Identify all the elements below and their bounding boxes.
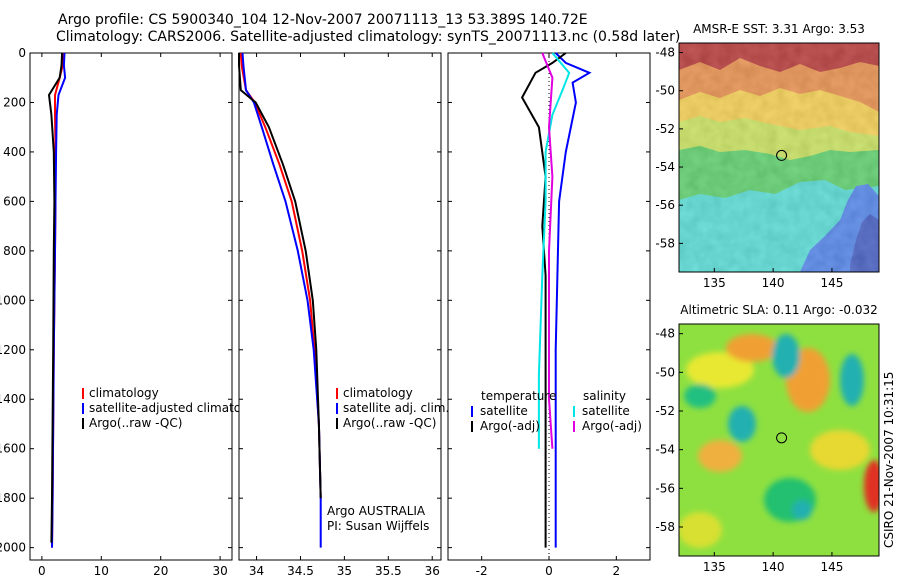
sst-map xyxy=(679,43,879,272)
temperature-y-tick-label: 1000 xyxy=(0,293,26,307)
altimetric-sla-x-tick-label: 135 xyxy=(703,560,726,574)
temperature-x-tick-label: 10 xyxy=(94,564,109,578)
sla-blob-yellow xyxy=(679,512,722,548)
figure-title-line-1: Argo profile: CS 5900340_104 12-Nov-2007… xyxy=(58,12,588,28)
difference-series-line xyxy=(520,52,567,548)
sla-blob-yellow xyxy=(810,430,870,470)
altimetric-sla-y-tick-label: -50 xyxy=(655,365,675,379)
sla-blob-teal xyxy=(792,500,812,520)
temperature-y-tick-label: 200 xyxy=(3,95,26,109)
temperature-y-tick-label: 1400 xyxy=(0,392,26,406)
amsre-sst-y-tick-label: -56 xyxy=(655,198,675,212)
temperature-y-tick-label: 600 xyxy=(3,194,26,208)
difference-series-line xyxy=(541,52,554,449)
altimetric-sla-y-tick-label: -48 xyxy=(655,327,675,341)
salinity-legend-entry: satellite adj. clim. xyxy=(343,401,449,415)
altimetric-sla-map-frame xyxy=(678,323,880,557)
amsre-sst-float-position-marker xyxy=(776,149,788,161)
sla-blob-teal xyxy=(772,334,800,378)
difference-x-tick-label: 2 xyxy=(613,564,621,578)
sla-blob-teal xyxy=(728,406,756,442)
sla-blob-green xyxy=(684,384,716,408)
amsre-sst-x-tick-label: 140 xyxy=(762,276,785,290)
difference-series-line xyxy=(537,52,571,449)
figure-title-line-2: Climatology: CARS2006. Satellite-adjuste… xyxy=(56,29,681,45)
altimetric-sla-x-tick-label: 145 xyxy=(820,560,843,574)
temperature-y-tick-label: 1200 xyxy=(0,343,26,357)
amsre-sst-x-tick-label: 135 xyxy=(703,276,726,290)
altimetric-sla-y-tick-label: -56 xyxy=(655,481,675,495)
salinity-x-tick-label: 35 xyxy=(337,564,352,578)
altimetric-sla-float-position-marker xyxy=(776,432,788,444)
temperature-plot-frame xyxy=(29,52,233,561)
amsre-sst-y-tick-label: -48 xyxy=(655,46,675,60)
owner-annotation: Argo AUSTRALIA xyxy=(327,504,426,518)
temperature-legend-entry: climatology xyxy=(89,386,159,400)
temperature-legend-entry: satellite-adjusted climatology xyxy=(89,401,267,415)
amsre-sst-y-tick-label: -58 xyxy=(655,236,675,250)
legend-title-salinity: salinity xyxy=(583,389,626,403)
altimetric-sla-x-tick-label: 140 xyxy=(762,560,785,574)
salinity-x-tick-label: 35.5 xyxy=(375,564,402,578)
difference-legend-entry: Argo(-adj) xyxy=(582,419,642,433)
amsre-sst-y-tick-label: -52 xyxy=(655,122,675,136)
temperature-x-tick-label: 20 xyxy=(153,564,168,578)
temperature-y-tick-label: 2000 xyxy=(0,541,26,555)
temperature-y-tick-label: 800 xyxy=(3,244,26,258)
temperature-y-tick-label: 400 xyxy=(3,145,26,159)
difference-series-line xyxy=(554,52,592,548)
difference-legend-entry: satellite xyxy=(480,404,528,418)
amsre-sst-y-tick-label: -54 xyxy=(655,160,675,174)
amsre-sst-map-title: AMSR-E SST: 3.31 Argo: 3.53 xyxy=(693,22,865,36)
temperature-series-line xyxy=(47,52,64,543)
plot-layer: 0102030020040060080010001200140016001800… xyxy=(0,22,880,580)
salinity-legend-entry: climatology xyxy=(343,386,413,400)
salinity-x-tick-label: 34 xyxy=(249,564,264,578)
temperature-y-tick-label: 1800 xyxy=(0,491,26,505)
amsre-sst-map-frame xyxy=(678,42,880,273)
sla-blob-orange xyxy=(698,440,742,472)
salinity-series-line xyxy=(238,53,322,499)
salinity-x-tick-label: 34.5 xyxy=(287,564,314,578)
altimetric-sla-y-tick-label: -52 xyxy=(655,404,675,418)
temperature-legend-entry: Argo(..raw -QC) xyxy=(89,416,182,430)
amsre-sst-x-tick-label: 145 xyxy=(820,276,843,290)
temperature-x-tick-label: 30 xyxy=(212,564,227,578)
timestamp-note: CSIRO 21-Nov-2007 10:31:15 xyxy=(882,372,896,548)
temperature-y-tick-label: 0 xyxy=(18,46,26,60)
sla-blob-orange xyxy=(864,460,879,512)
legend-title-temperature: temperature xyxy=(481,389,556,403)
salinity-legend-entry: Argo(..raw -QC) xyxy=(343,416,436,430)
difference-x-tick-label: -2 xyxy=(476,564,488,578)
altimetric-sla-y-tick-label: -54 xyxy=(655,443,675,457)
amsre-sst-y-tick-label: -50 xyxy=(655,84,675,98)
salinity-x-tick-label: 36 xyxy=(425,564,440,578)
difference-legend-entry: Argo(-adj) xyxy=(480,419,540,433)
temperature-y-tick-label: 1600 xyxy=(0,442,26,456)
sla-blob-yellow xyxy=(686,352,754,388)
difference-x-tick-label: 0 xyxy=(545,564,553,578)
altimetric-sla-map-title: Altimetric SLA: 0.11 Argo: -0.032 xyxy=(680,303,877,317)
sla-blob-orange xyxy=(726,334,778,362)
altimetric-sla-y-tick-label: -58 xyxy=(655,520,675,534)
difference-legend-entry: satellite xyxy=(582,404,630,418)
owner-annotation: PI: Susan Wijffels xyxy=(327,519,429,533)
temperature-x-tick-label: 0 xyxy=(38,564,46,578)
sla-map xyxy=(679,324,879,556)
sla-blob-teal xyxy=(840,354,864,406)
